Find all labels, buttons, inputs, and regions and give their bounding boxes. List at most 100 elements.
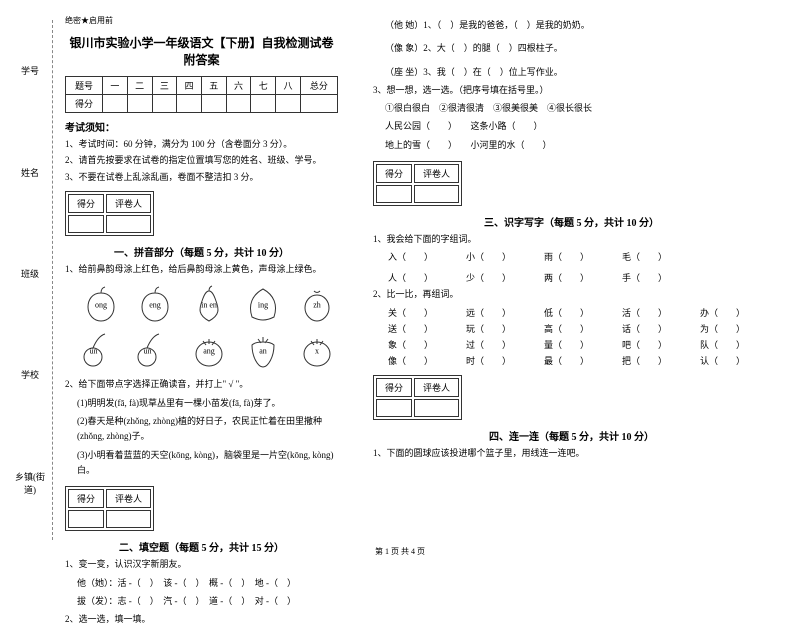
margin-label-school: 学校 [21,368,39,381]
sb-score: 得分 [68,489,104,508]
char-item: 活（ ） [622,306,692,319]
s2-q1-item: 拔（发）：志 -（ ） 汽 -（ ） 道 -（ ） 对 -（ ） [65,594,338,609]
exam-title: 银川市实验小学一年级语文【下册】自我检测试卷 附答案 [65,34,338,68]
char-item: 话（ ） [622,322,692,335]
s2-q3: 3、想一想，选一选。（把序号填在括号里。） [373,83,770,98]
notice-item: 2、请首先按要求在试卷的指定位置填写您的姓名、班级、学号。 [65,153,338,167]
char-item: 像（ ） [388,354,458,367]
th-5: 五 [201,77,226,95]
sb-reviewer: 评卷人 [414,378,459,397]
char-item: 远（ ） [466,306,536,319]
tomato-icon: x [296,331,338,369]
secret-mark: 绝密★启用前 [65,15,338,26]
apple-icon: ong [80,285,122,323]
char-row: 关（ ） 远（ ） 低（ ） 活（ ） 办（ ） [373,306,770,319]
th-2: 二 [127,77,152,95]
strawberry-icon: an [242,331,284,369]
s4-q1: 1、下面的圆球应该投进哪个篮子里，用线连一连吧。 [373,446,770,461]
s1-q2-item: (2)春天是种(zhǒng, zhòng)植的好日子，农民正忙着在田里撒种(zh… [65,414,338,445]
char-item: 送（ ） [388,322,458,335]
char-item: 时（ ） [466,354,536,367]
margin-label-town: 乡镇(街道) [10,470,50,496]
peach-icon: zh [296,285,338,323]
char-item: 关（ ） [388,306,458,319]
r-item: （像 象）2、大（ ）的腿（ ）四根柱子。 [373,41,770,56]
section1-title: 一、拼音部分（每题 5 分，共计 10 分） [65,244,338,259]
s3-q1: 1、我会给下面的字组词。 [373,232,770,247]
margin-label-id: 学号 [21,64,39,77]
s2-q3-item: 地上的雪（ ） 小河里的水（ ） [373,138,770,153]
char-item: 两（ ） [544,271,614,284]
s1-q2-item: (3)小明看着蓝蓝的天空(kōng, kòng)，脑袋里是一片空(kōng, k… [65,448,338,479]
char-item: 高（ ） [544,322,614,335]
pinyin-text: ang [203,347,215,356]
s1-q1: 1、给前鼻韵母涂上红色，给后鼻韵母涂上黄色，声母涂上绿色。 [65,262,338,277]
leaf-icon: ing [242,285,284,323]
section2-title: 二、填空题（每题 5 分，共计 15 分） [65,539,338,554]
tomato-icon: ang [188,331,230,369]
pinyin-text: x [315,347,319,356]
section4-title: 四、连一连（每题 5 分，共计 10 分） [373,428,770,443]
r-item: （座 坐）3、我（ ）在（ ）位上写作业。 [373,65,770,80]
th-6: 六 [226,77,251,95]
char-row: 象（ ） 过（ ） 量（ ） 吧（ ） 队（ ） [373,338,770,351]
sb-score: 得分 [376,164,412,183]
table-row: 得分 [66,95,338,113]
pinyin-text: ün [89,347,97,356]
sb-score: 得分 [68,194,104,213]
sb-reviewer: 评卷人 [106,194,151,213]
pinyin-row-2: ün un ang an x [65,331,338,369]
th-num: 题号 [66,77,103,95]
s2-q3-item: 人民公园（ ） 这条小路（ ） [373,119,770,134]
s2-q1-item: 他（她）：活 -（ ） 该 -（ ） 概 -（ ） 地 -（ ） [65,576,338,591]
table-row: 题号 一 二 三 四 五 六 七 八 总分 [66,77,338,95]
page-footer: 第 1 页 共 4 页 [375,546,425,557]
char-row: 送（ ） 玩（ ） 高（ ） 话（ ） 为（ ） [373,322,770,335]
score-mini-box: 得分评卷人 [65,486,154,531]
score-mini-box: 得分评卷人 [373,375,462,420]
s2-q3-opts: ①很白很白 ②很清很清 ③很美很美 ④很长很长 [373,101,770,116]
cherry-icon: un [134,331,176,369]
page-content: 绝密★启用前 银川市实验小学一年级语文【下册】自我检测试卷 附答案 题号 一 二… [30,15,770,630]
char-item: 把（ ） [622,354,692,367]
char-row: 人（ ） 少（ ） 两（ ） 手（ ） [373,271,770,284]
th-1: 一 [103,77,128,95]
s1-q2: 2、给下面带点字选择正确读音，并打上" √ "。 [65,377,338,392]
seal-line [52,20,53,540]
notice-item: 1、考试时间：60 分钟，满分为 100 分（含卷面分 3 分）。 [65,137,338,151]
pinyin-text: eng [149,301,161,310]
margin-label-name: 姓名 [21,166,39,179]
pinyin-text: in en [201,301,217,310]
pinyin-text: un [143,347,151,356]
char-item: 为（ ） [700,322,770,335]
margin-label-class: 班级 [21,267,39,280]
notice-item: 3、不要在试卷上乱涂乱画，卷面不整洁扣 3 分。 [65,170,338,184]
th-4: 四 [177,77,202,95]
char-item: 认（ ） [700,354,770,367]
sb-reviewer: 评卷人 [106,489,151,508]
char-item: 办（ ） [700,306,770,319]
right-column: （他 她）1、（ ）是我的爸爸，（ ）是我的奶奶。 （像 象）2、大（ ）的腿（… [368,15,775,630]
th-total: 总分 [300,77,337,95]
sb-score: 得分 [376,378,412,397]
char-item: 吧（ ） [622,338,692,351]
cherry-icon: ün [80,331,122,369]
char-item: 雨（ ） [544,250,614,263]
char-item: 人（ ） [388,271,458,284]
binding-margin: 学号 姓名 班级 学校 乡镇(街道) [10,20,50,540]
apple-icon: eng [134,285,176,323]
char-item: 最（ ） [544,354,614,367]
s1-q2-item: (1)明明发(fā, fà)现草丛里有一棵小苗发(fā, fà)芽了。 [65,396,338,411]
section3-title: 三、识字写字（每题 5 分，共计 10 分） [373,214,770,229]
char-item: 队（ ） [700,338,770,351]
sb-reviewer: 评卷人 [414,164,459,183]
td-score: 得分 [66,95,103,113]
char-item: 量（ ） [544,338,614,351]
score-table: 题号 一 二 三 四 五 六 七 八 总分 得分 [65,76,338,113]
pinyin-text: ing [258,301,268,310]
s3-q2: 2、比一比，再组词。 [373,287,770,302]
r-item: （他 她）1、（ ）是我的爸爸，（ ）是我的奶奶。 [373,18,770,33]
th-8: 八 [276,77,301,95]
char-item: 入（ ） [388,250,458,263]
score-mini-box: 得分评卷人 [373,161,462,206]
